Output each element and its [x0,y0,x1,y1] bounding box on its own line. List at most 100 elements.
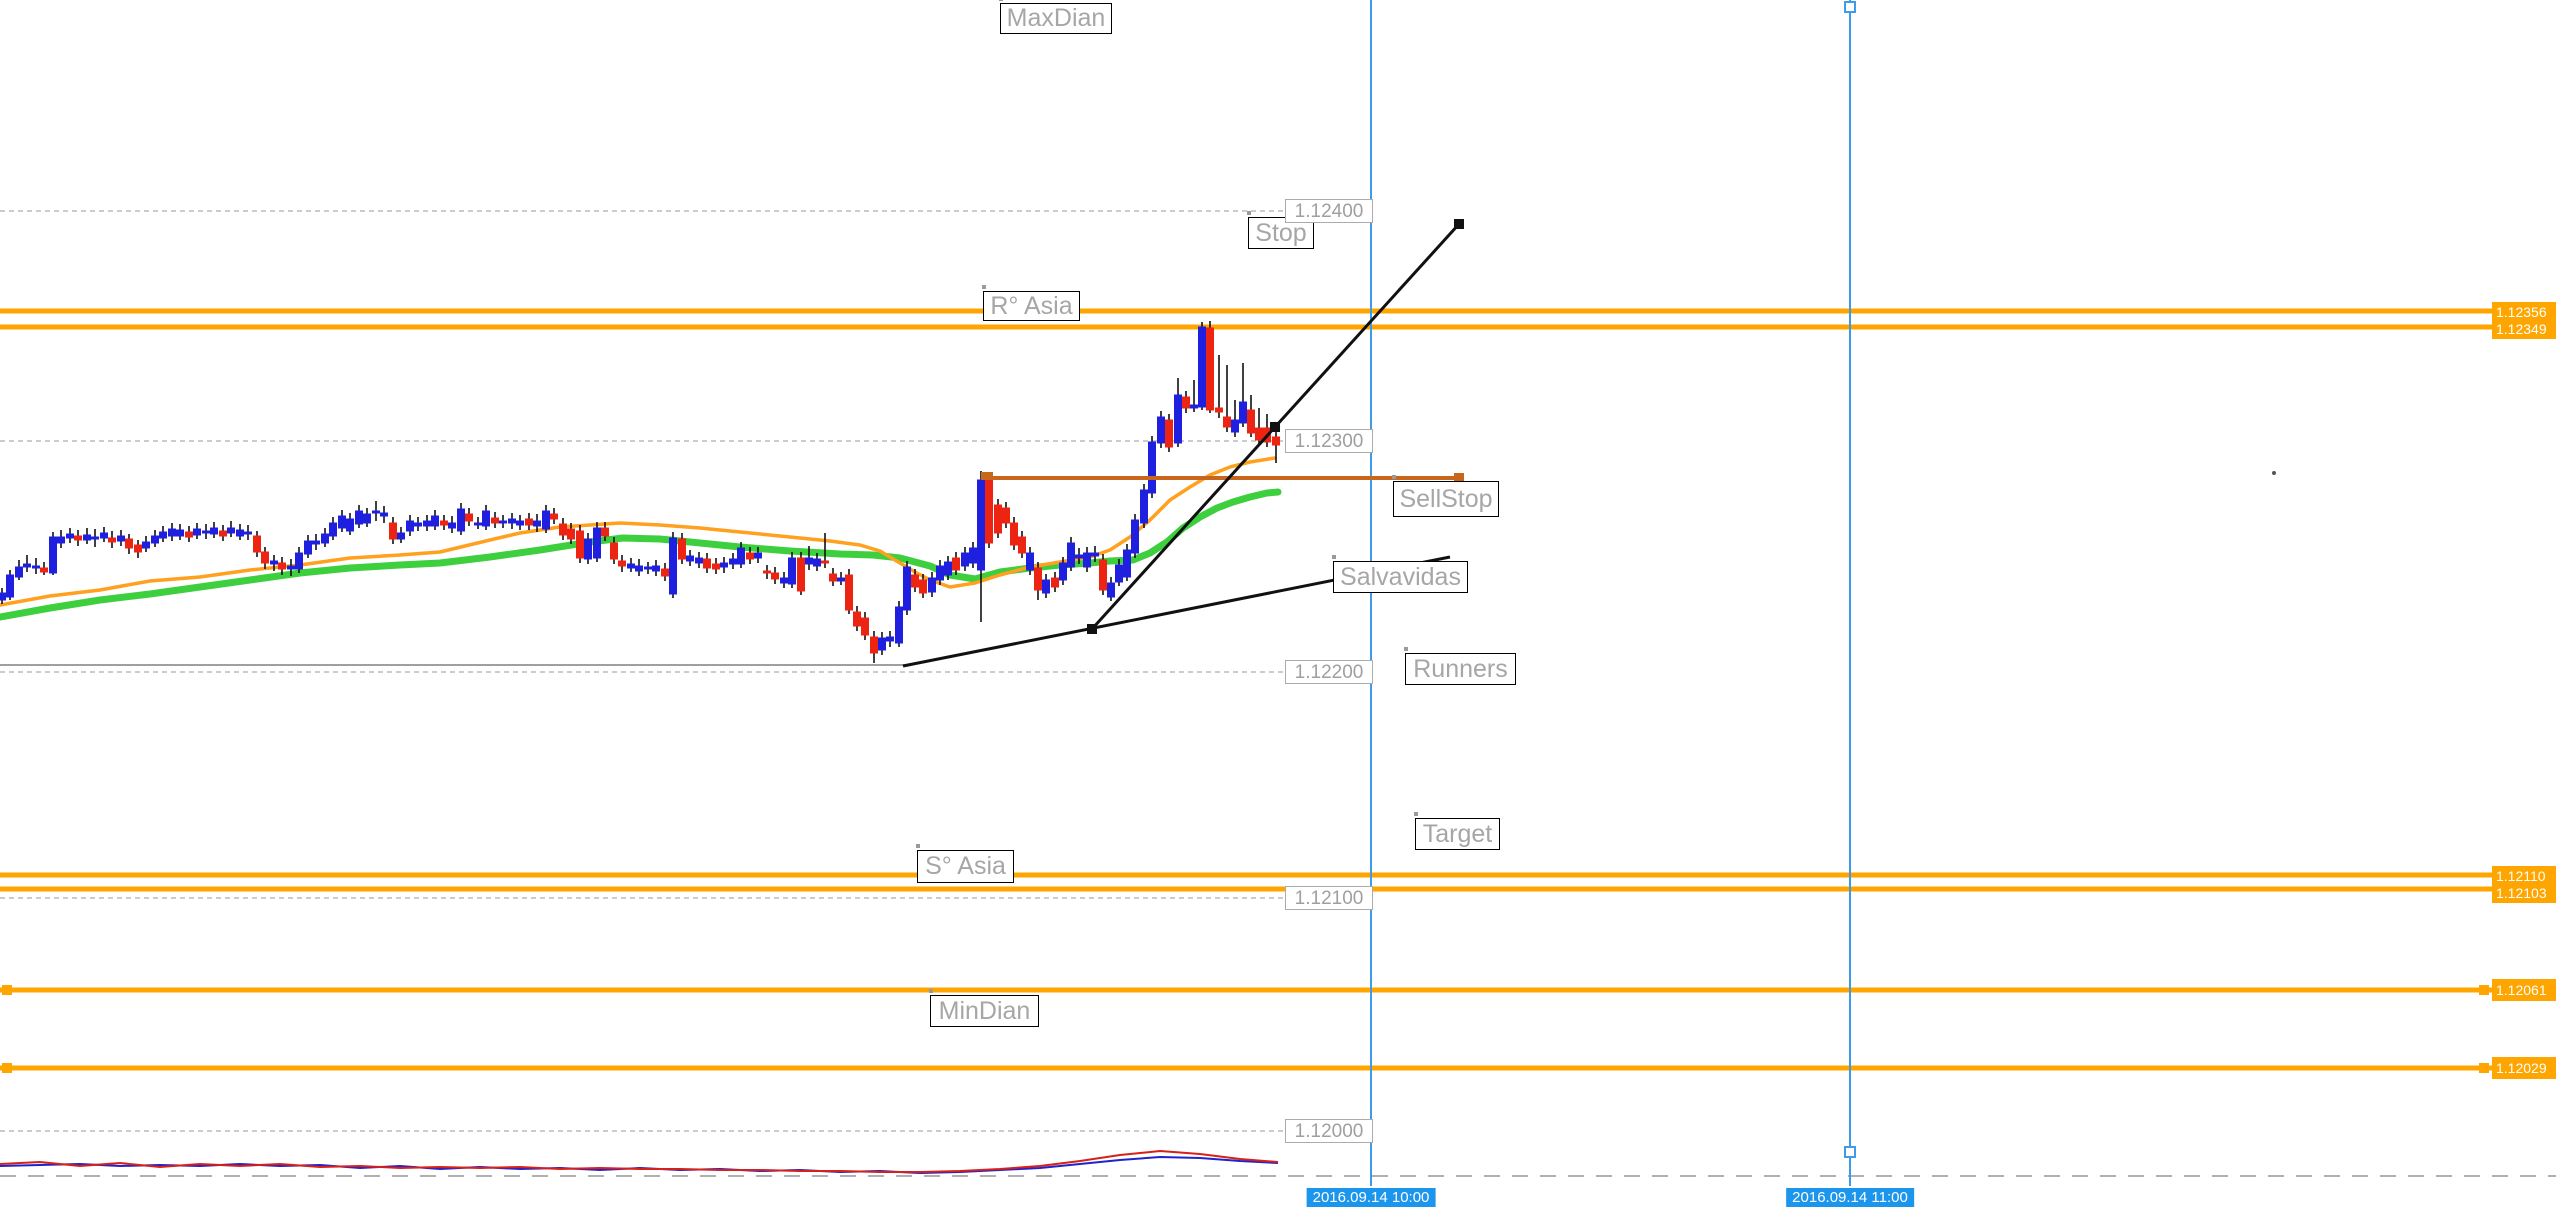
candle-body [593,527,601,559]
sellstop-line-start-mark[interactable] [981,472,993,480]
candle-body [108,537,116,543]
label-drag-handle[interactable] [1414,812,1418,816]
trendline-handle[interactable] [1087,624,1097,634]
vline-selection-handle[interactable] [1844,1146,1856,1158]
candle-body [278,562,286,570]
price-tag-asia-low: 1.12110 1.12103 [2492,866,2556,903]
candle-body [219,530,227,537]
candle-body [210,527,218,535]
trendline-handle[interactable] [1270,422,1280,432]
label-text: Runners [1413,654,1508,683]
price-tag-mindian: 1.12061 [2492,979,2556,1001]
label-mindian[interactable]: MinDian [929,989,1039,1027]
candle-body [678,538,686,560]
candle-body [57,536,65,544]
candle-body [1034,567,1042,591]
candle-body [397,532,405,540]
candle-body [499,520,507,524]
candle-body [482,510,490,527]
label-drag-handle[interactable] [916,844,920,848]
candle-body [567,528,575,540]
y-axis-label-1-12100: 1.12100 [1285,886,1373,910]
label-drag-handle[interactable] [1404,647,1408,651]
candle-body [1051,577,1059,588]
candle-body [23,563,31,568]
label-r-asia[interactable]: R° Asia [982,285,1080,321]
orange-line-start-handle[interactable] [2,1063,12,1073]
candle-body [627,563,635,569]
candle-body [813,558,821,567]
label-drag-handle[interactable] [999,0,1003,1]
candle-body [1165,419,1173,448]
label-drag-handle[interactable] [1247,211,1251,215]
orange-line-end-handle[interactable] [2479,1063,2489,1073]
candle-body [969,547,977,564]
candle-body [1042,579,1050,594]
candle-body [1255,427,1263,441]
price-tag-value: 1.12349 [2496,320,2547,337]
candle-body [845,574,853,611]
label-maxdian[interactable]: MaxDian [999,0,1112,34]
candle-body [729,558,737,565]
candle-body [227,527,235,534]
label-stop[interactable]: Stop [1247,211,1314,249]
candle-body [49,536,57,574]
label-drag-handle[interactable] [1392,475,1396,479]
candle-body [1182,396,1190,409]
candle-body [304,540,312,555]
label-text: Target [1422,819,1493,848]
candle-body [176,529,184,537]
candle-body [1198,326,1206,408]
candle-body [1002,507,1010,524]
vline-selection-handle[interactable] [1844,1,1856,13]
label-target[interactable]: Target [1414,812,1500,850]
candle-body [878,637,886,651]
candle-body [1247,409,1255,434]
label-text: S° Asia [925,852,1006,880]
candle-body [601,527,609,537]
candle-body [525,518,533,526]
candle-body [952,557,960,571]
label-drag-handle[interactable] [982,285,986,289]
label-sellstop[interactable]: SellStop [1392,475,1499,517]
candle-body [1123,549,1131,578]
candle-body [338,515,346,529]
candle-body [491,517,499,524]
candle-body [287,565,295,570]
y-axis-label-1-12400: 1.12400 [1285,199,1373,223]
candle-body [1239,401,1247,424]
candle-body [754,552,762,559]
candle-body [746,552,754,560]
candle-body [1231,419,1239,433]
label-drag-handle[interactable] [929,989,933,993]
candle-body [1107,582,1115,598]
candle-body [720,562,728,568]
candle-body [1148,441,1156,494]
candle-body [168,528,176,537]
candle-body [584,538,592,560]
candle-body [703,558,711,569]
candle-body [1206,327,1214,411]
candle-body [652,565,660,572]
orange-line-end-handle[interactable] [2479,985,2489,995]
candle-body [1115,564,1123,583]
sellstop-line-end-handle[interactable] [1454,473,1464,483]
candle-body [977,479,985,571]
orange-line-start-handle[interactable] [2,985,12,995]
label-runners[interactable]: Runners [1404,647,1516,685]
candle-body [372,510,380,514]
candle-body [363,513,371,524]
candle-body [1174,394,1182,444]
vline-timestamp-10: 2016.09.14 10:00 [1306,1188,1436,1207]
candle-body [321,533,329,544]
label-drag-handle[interactable] [1332,555,1336,559]
label-salvavidas[interactable]: Salvavidas [1332,555,1468,593]
candle-body [457,508,465,532]
trendline-handle[interactable] [1454,219,1464,229]
candle-body [100,532,108,539]
label-s-asia[interactable]: S° Asia [916,844,1014,883]
label-text: MinDian [938,996,1031,1025]
label-text: R° Asia [990,291,1073,320]
label-text: Salvavidas [1340,562,1461,591]
candle-body [771,572,779,580]
